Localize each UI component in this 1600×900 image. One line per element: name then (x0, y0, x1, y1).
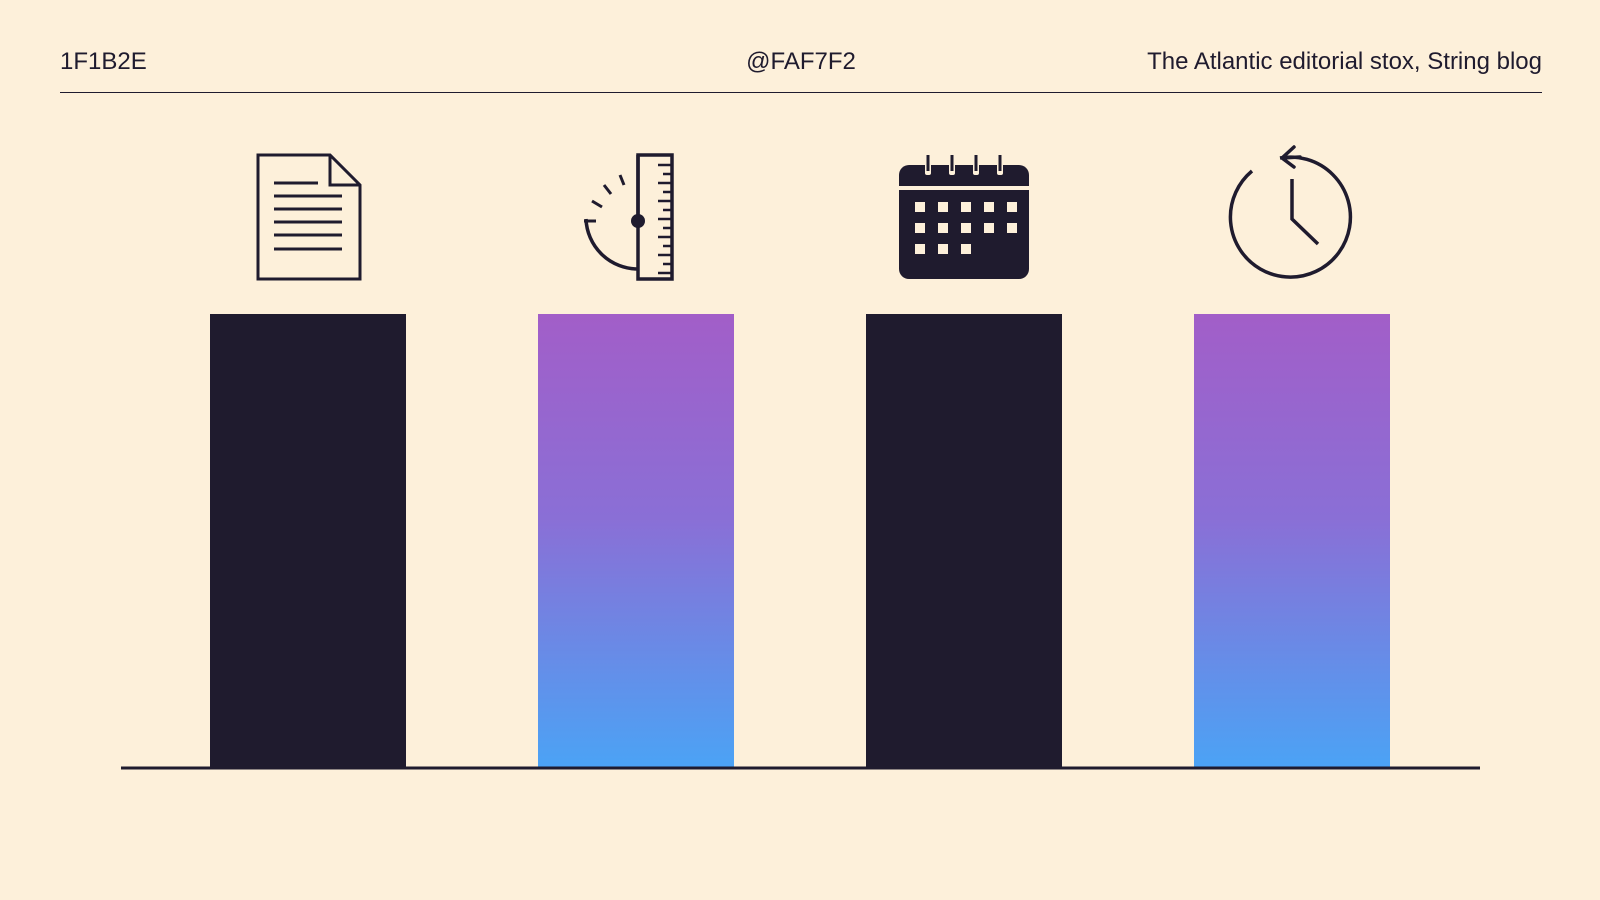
header-center-label: @FAF7F2 (746, 48, 856, 75)
icons-layer (256, 145, 1353, 281)
bar-1 (210, 314, 406, 768)
ruler-gauge-icon (584, 153, 674, 281)
bar-2 (538, 314, 734, 768)
bars-layer (210, 314, 1390, 768)
header-right-label: The Atlantic editorial stox, String blog (1147, 48, 1542, 75)
clock-history-icon (1228, 145, 1353, 279)
header-left-label: 1F1B2E (60, 48, 147, 75)
calendar-icon (899, 153, 1029, 279)
bar-3 (866, 314, 1062, 768)
header-bar: 1F1B2E @FAF7F2 The Atlantic editorial st… (60, 44, 1542, 93)
bar-4 (1194, 314, 1390, 768)
document-icon (256, 153, 362, 281)
